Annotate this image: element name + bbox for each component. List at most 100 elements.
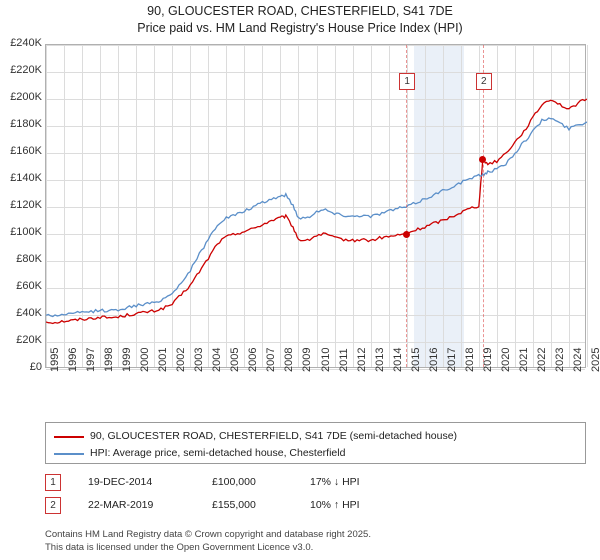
event-date: 19-DEC-2014 [88, 476, 153, 488]
gridline-vertical [136, 45, 137, 367]
price-paid-marker [479, 156, 487, 164]
gridline-horizontal [46, 315, 585, 316]
gridline-vertical [461, 45, 462, 367]
x-tick-label: 2004 [211, 347, 224, 372]
x-tick-label: 1999 [121, 347, 134, 372]
page-subtitle: Price paid vs. HM Land Registry's House … [137, 21, 463, 35]
y-tick-label: £200K [10, 91, 42, 103]
gridline-horizontal [46, 261, 585, 262]
x-tick-label: 2023 [553, 347, 566, 372]
event-price: £155,000 [212, 499, 256, 511]
x-tick-label: 2016 [427, 347, 440, 372]
x-tick-label: 2014 [391, 347, 404, 372]
x-tick-label: 2008 [283, 347, 296, 372]
gridline-vertical [515, 45, 516, 367]
x-tick-label: 2025 [590, 347, 600, 372]
x-tick-label: 1997 [85, 347, 98, 372]
gridline-horizontal [46, 369, 585, 370]
gridline-horizontal [46, 342, 585, 343]
event-marker-line [482, 45, 485, 367]
gridline-vertical [172, 45, 173, 367]
y-tick-label: £80K [16, 253, 42, 265]
x-tick-label: 2006 [247, 347, 260, 372]
legend-label: HPI: Average price, semi-detached house,… [90, 447, 346, 459]
gridline-vertical [82, 45, 83, 367]
gridline-vertical [226, 45, 227, 367]
y-tick-label: £100K [10, 226, 42, 238]
page-title: 90, GLOUCESTER ROAD, CHESTERFIELD, S41 7… [147, 4, 453, 18]
x-tick-label: 2018 [463, 347, 476, 372]
y-tick-label: £160K [10, 145, 42, 157]
x-tick-label: 2019 [481, 347, 494, 372]
gridline-vertical [533, 45, 534, 367]
x-tick-label: 2003 [193, 347, 206, 372]
gridline-vertical [190, 45, 191, 367]
y-tick-label: £120K [10, 199, 42, 211]
gridline-vertical [551, 45, 552, 367]
event-hpi-delta: 10% ↑ HPI [310, 499, 360, 511]
gridline-vertical [154, 45, 155, 367]
event-hpi-delta: 17% ↓ HPI [310, 476, 360, 488]
x-tick-label: 2010 [319, 347, 332, 372]
x-tick-label: 2007 [265, 347, 278, 372]
gridline-vertical [262, 45, 263, 367]
gridline-vertical [443, 45, 444, 367]
gridline-vertical [353, 45, 354, 367]
gridline-vertical [371, 45, 372, 367]
y-tick-label: £40K [16, 307, 42, 319]
footer-line-2: This data is licensed under the Open Gov… [45, 542, 314, 553]
gridline-horizontal [46, 207, 585, 208]
gridline-vertical [587, 45, 588, 367]
gridline-vertical [46, 45, 47, 367]
chart-legend: 90, GLOUCESTER ROAD, CHESTERFIELD, S41 7… [45, 422, 586, 464]
x-tick-label: 2000 [139, 347, 152, 372]
highlight-band [413, 45, 465, 367]
x-tick-label: 2011 [337, 348, 350, 372]
y-tick-label: £220K [10, 64, 42, 76]
x-tick-label: 2020 [499, 347, 512, 372]
gridline-vertical [64, 45, 65, 367]
legend-label: 90, GLOUCESTER ROAD, CHESTERFIELD, S41 7… [90, 430, 458, 442]
y-tick-label: £240K [10, 37, 42, 49]
gridline-vertical [100, 45, 101, 367]
x-tick-label: 2009 [301, 347, 314, 372]
x-tick-label: 2012 [355, 347, 368, 372]
legend-swatch [54, 436, 84, 438]
x-tick-label: 2005 [229, 347, 242, 372]
footer-line-1: Contains HM Land Registry data © Crown c… [45, 529, 371, 540]
x-tick-label: 1995 [49, 347, 61, 372]
gridline-vertical [298, 45, 299, 367]
x-tick-label: 2024 [571, 347, 584, 372]
gridline-horizontal [46, 99, 585, 100]
gridline-horizontal [46, 288, 585, 289]
y-tick-label: £20K [16, 334, 42, 346]
gridline-horizontal [46, 126, 585, 127]
x-tick-label: 2013 [373, 347, 386, 372]
gridline-horizontal [46, 153, 585, 154]
gridline-vertical [244, 45, 245, 367]
gridline-vertical [569, 45, 570, 367]
gridline-vertical [497, 45, 498, 367]
series-line [46, 117, 587, 318]
x-tick-label: 2002 [175, 347, 188, 372]
event-date: 22-MAR-2019 [88, 499, 154, 511]
x-tick-label: 2022 [535, 347, 548, 372]
price-paid-marker [402, 230, 410, 238]
gridline-vertical [208, 45, 209, 367]
event-row-badge: 1 [45, 474, 61, 491]
x-tick-label: 2001 [157, 347, 170, 372]
y-tick-label: £60K [16, 280, 42, 292]
event-marker-line [406, 45, 408, 367]
x-tick-label: 1998 [103, 347, 116, 372]
gridline-horizontal [46, 234, 585, 235]
event-number-badge: 1 [399, 73, 416, 90]
gridline-horizontal [46, 45, 585, 46]
chart-series [46, 98, 587, 325]
gridline-vertical [280, 45, 281, 367]
legend-swatch [54, 453, 84, 455]
gridline-horizontal [46, 180, 585, 181]
gridline-vertical [317, 45, 318, 367]
x-tick-label: 2017 [445, 347, 458, 372]
event-row-badge: 2 [45, 497, 61, 514]
